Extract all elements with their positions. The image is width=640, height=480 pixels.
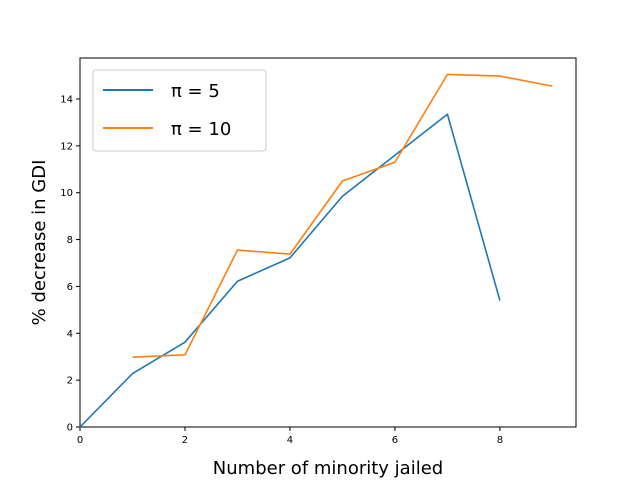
y-tick-label: 8	[67, 235, 73, 246]
y-tick-label: 0	[67, 423, 73, 434]
x-axis-label: Number of minority jailed	[213, 458, 443, 479]
axes-frame	[79, 57, 577, 428]
x-tick-label: 0	[77, 435, 83, 446]
series-lines	[79, 73, 553, 428]
plot-area	[79, 57, 577, 428]
x-tick-label: 6	[392, 435, 398, 446]
y-tick-label: 14	[60, 95, 73, 106]
y-tick-label: 2	[67, 376, 73, 387]
series-line-1	[79, 113, 501, 428]
y-axis-ticks: 0 2 4 6 8 10 12 14	[60, 95, 80, 434]
y-tick-label: 6	[67, 282, 73, 293]
x-tick-label: 2	[182, 435, 188, 446]
y-tick-label: 10	[60, 188, 73, 199]
y-tick-label: 4	[67, 329, 73, 340]
y-axis-label: % decrease in GDI	[29, 160, 50, 326]
legend-label-2: π = 10	[171, 119, 231, 140]
x-axis-ticks: 0 2 4 6 8	[77, 427, 503, 446]
legend-label-1: π = 5	[171, 81, 220, 102]
series-line-2	[132, 73, 553, 358]
y-tick-label: 12	[60, 141, 73, 152]
legend: π = 5 π = 10	[92, 69, 267, 152]
x-tick-label: 4	[287, 435, 293, 446]
x-tick-label: 8	[497, 435, 503, 446]
